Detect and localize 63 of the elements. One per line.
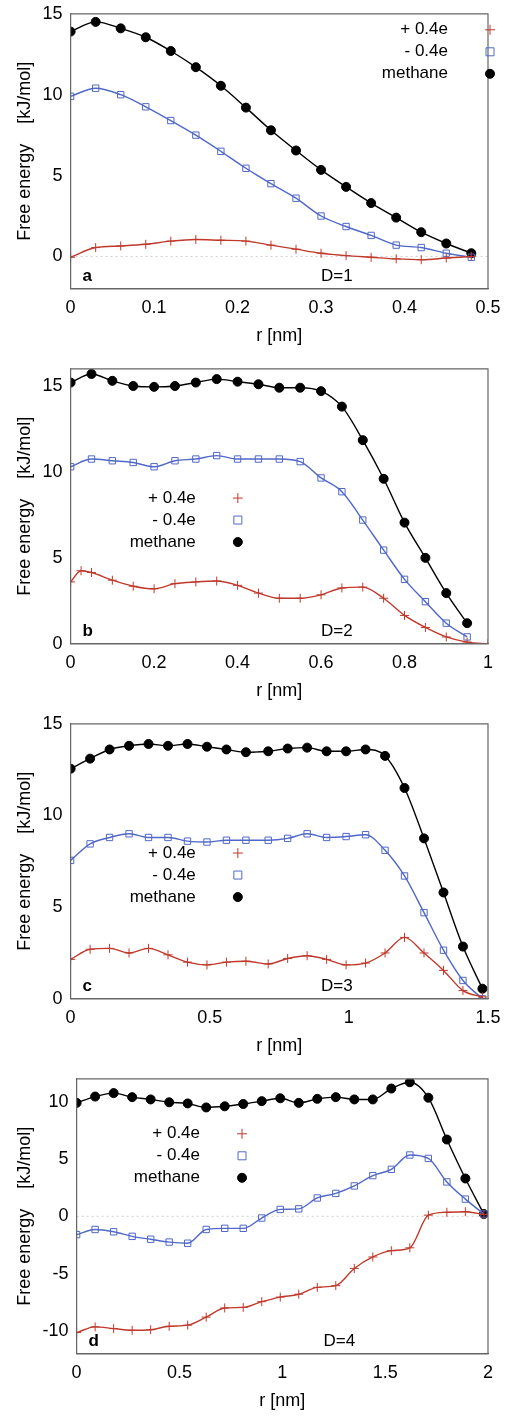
annotation: a <box>82 265 93 285</box>
x-tick-label: 1 <box>343 1006 354 1027</box>
x-tick-label: 0.8 <box>392 651 418 672</box>
x-axis-title: r [nm] <box>256 1035 303 1056</box>
y-axis-title: Free energy [kJ/mol] <box>13 1126 34 1306</box>
y-tick-label: 5 <box>52 546 63 567</box>
x-tick-label: 0.5 <box>197 1006 223 1027</box>
annotation: D=2 <box>321 620 353 640</box>
annotation: D=1 <box>321 265 353 285</box>
y-tick-label: 0 <box>52 245 63 266</box>
annotation: b <box>82 620 94 640</box>
legend-label: - 0.4e <box>156 1145 201 1165</box>
x-tick-label: 0.3 <box>308 296 334 317</box>
legend-label: methane <box>129 531 196 551</box>
x-tick-label: 0.4 <box>225 651 251 672</box>
y-tick-label: 0 <box>52 632 63 653</box>
legend-label: + 0.4e <box>148 842 196 862</box>
y-axis-title: Free energy [kJ/mol] <box>13 771 34 951</box>
y-tick-label: -5 <box>52 1262 69 1283</box>
legend-label: + 0.4e <box>152 1123 201 1143</box>
legend-label: methane <box>381 63 448 83</box>
y-axis-title: Free energy [kJ/mol] <box>13 61 34 241</box>
y-tick-label: 5 <box>58 1147 69 1168</box>
legend-label: + 0.4e <box>400 19 448 39</box>
legend-label: + 0.4e <box>148 487 196 507</box>
y-tick-label: 0 <box>58 1205 69 1226</box>
x-axis-title: r [nm] <box>256 680 303 701</box>
annotation: D=3 <box>321 975 353 995</box>
x-tick-label: 0.2 <box>225 296 251 317</box>
y-tick-label: 0 <box>52 987 63 1008</box>
y-tick-label: 5 <box>52 164 63 185</box>
x-tick-label: 0 <box>71 1361 82 1382</box>
legend-label: methane <box>129 886 196 906</box>
x-axis-title: r [nm] <box>259 1390 306 1411</box>
y-tick-label: 15 <box>42 712 63 733</box>
x-tick-label: 0.4 <box>392 296 418 317</box>
x-tick-label: 1 <box>482 651 494 672</box>
legend-label: - 0.4e <box>152 509 196 529</box>
annotation: d <box>88 1330 100 1350</box>
legend-label: - 0.4e <box>404 41 448 61</box>
x-tick-label: 0.2 <box>141 651 167 672</box>
x-axis-title: r [nm] <box>256 325 303 346</box>
y-axis-title: Free energy [kJ/mol] <box>13 416 34 596</box>
x-tick-label: 0.6 <box>308 651 334 672</box>
x-tick-label: 1.5 <box>372 1361 398 1382</box>
y-tick-label: 15 <box>42 374 63 395</box>
x-tick-label: 0.5 <box>166 1361 192 1382</box>
x-tick-label: 1.5 <box>475 1006 501 1027</box>
y-tick-label: 10 <box>42 83 63 104</box>
y-tick-label: -10 <box>42 1319 69 1340</box>
y-tick-label: 15 <box>42 2 63 23</box>
y-tick-label: 10 <box>42 804 63 825</box>
y-tick-label: 5 <box>52 896 63 917</box>
annotation: c <box>82 975 93 995</box>
x-tick-label: 1 <box>277 1361 288 1382</box>
legend-label: methane <box>133 1167 201 1187</box>
x-tick-label: 2 <box>482 1361 494 1382</box>
y-tick-label: 10 <box>42 460 63 481</box>
x-tick-label: 0.5 <box>475 296 501 317</box>
annotation: D=4 <box>323 1330 356 1350</box>
legend-label: - 0.4e <box>152 864 196 884</box>
y-tick-label: 10 <box>48 1090 69 1111</box>
x-tick-label: 0.1 <box>141 296 167 317</box>
